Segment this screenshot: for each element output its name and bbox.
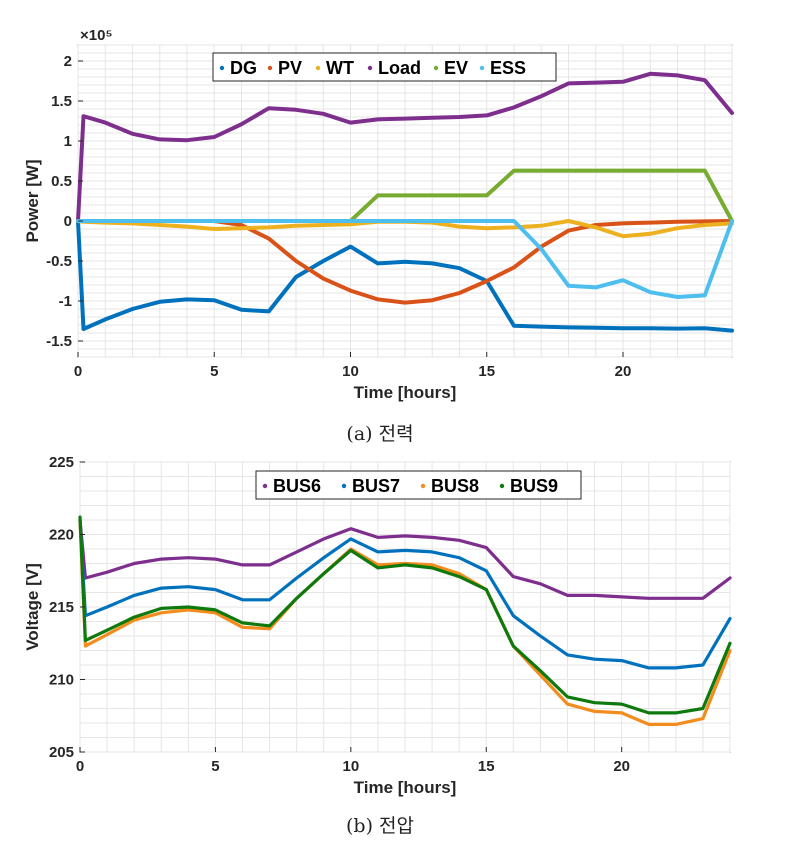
legend-marker-bus9: [499, 483, 505, 489]
legend-marker-dg: [219, 65, 225, 71]
y-tick-label: 1: [64, 133, 72, 150]
x-tick-label: 0: [76, 758, 84, 775]
legend-marker-ess: [479, 65, 485, 71]
power-series-group: [76, 71, 734, 333]
y-tick-label: 215: [49, 599, 74, 616]
legend-label-bus9: BUS9: [510, 476, 558, 496]
y-tick-label: 0: [64, 213, 72, 230]
voltage-x-ticks: 0 5 10 15 20: [76, 747, 630, 775]
series-line-bus6: [78, 518, 732, 600]
x-tick-label: 5: [210, 363, 218, 380]
power-x-ticks: 0 5 10 15 20: [74, 352, 632, 380]
series-line-dg: [76, 219, 734, 333]
y-tick-label: 2: [64, 53, 72, 70]
x-tick-label: 20: [613, 758, 630, 775]
series-line-bus8: [78, 518, 732, 727]
series-line-bus7: [78, 518, 732, 670]
y-tick-label: 220: [49, 527, 74, 544]
voltage-legend: BUS6 BUS7 BUS8 BUS9: [255, 470, 582, 500]
x-tick-label: 15: [478, 363, 495, 380]
legend-marker-wt: [315, 65, 321, 71]
series-line-load: [76, 71, 734, 223]
voltage-y-axis-label: Voltage [V]: [23, 563, 42, 651]
x-tick-label: 0: [74, 363, 82, 380]
x-tick-label: 10: [342, 758, 359, 775]
power-y-ticks: -1.5 -1 -0.5 0 0.5 1 1.5 2: [46, 53, 83, 350]
y-tick-label: 0.5: [51, 173, 72, 190]
legend-marker-bus7: [341, 483, 347, 489]
x-tick-label: 5: [211, 758, 219, 775]
y-tick-label: 210: [49, 672, 74, 689]
legend-label-bus8: BUS8: [431, 476, 479, 496]
voltage-chart: 0 5 10 15 20 205 210 215 220 225 Time [hours] Vo…: [23, 454, 732, 837]
y-tick-label: -1: [59, 293, 72, 310]
power-y-axis-label: Power [W]: [23, 159, 42, 242]
legend-label-bus6: BUS6: [273, 476, 321, 496]
y-tick-label: -0.5: [46, 253, 72, 270]
legend-marker-bus6: [262, 483, 268, 489]
legend-label-ess: ESS: [490, 58, 526, 78]
power-chart: 0 5 10 15 20 -1.5 -1 -0.5 0 0.5 1 1.5 2 ×10⁵ Time […: [23, 27, 734, 445]
series-line-bus9: [78, 515, 732, 715]
power-exponent-label: ×10⁵: [80, 27, 113, 44]
power-caption: (a) 전력: [346, 423, 413, 445]
voltage-y-ticks: 205 210 215 220 225: [49, 454, 85, 761]
power-x-axis-label: Time [hours]: [354, 383, 457, 402]
legend-label-load: Load: [378, 58, 421, 78]
series-line-ess: [76, 219, 734, 299]
legend-label-dg: DG: [230, 58, 257, 78]
legend-marker-ev: [433, 65, 439, 71]
legend-label-ev: EV: [444, 58, 468, 78]
y-tick-label: 1.5: [51, 93, 72, 110]
legend-marker-bus8: [420, 483, 426, 489]
legend-label-wt: WT: [326, 58, 354, 78]
power-legend: DG PV WT Load EV ESS: [212, 52, 557, 82]
legend-label-pv: PV: [278, 58, 302, 78]
voltage-series-group: [78, 515, 732, 727]
x-tick-label: 10: [342, 363, 359, 380]
legend-label-bus7: BUS7: [352, 476, 400, 496]
legend-marker-pv: [267, 65, 273, 71]
y-tick-label: -1.5: [46, 333, 72, 350]
voltage-legend-box: [255, 470, 582, 500]
x-tick-label: 15: [478, 758, 495, 775]
x-tick-label: 20: [615, 363, 632, 380]
legend-marker-load: [367, 65, 373, 71]
y-tick-label: 205: [49, 744, 74, 761]
voltage-x-axis-label: Time [hours]: [354, 778, 457, 797]
y-tick-label: 225: [49, 454, 74, 471]
voltage-caption: (b) 전압: [346, 815, 414, 837]
